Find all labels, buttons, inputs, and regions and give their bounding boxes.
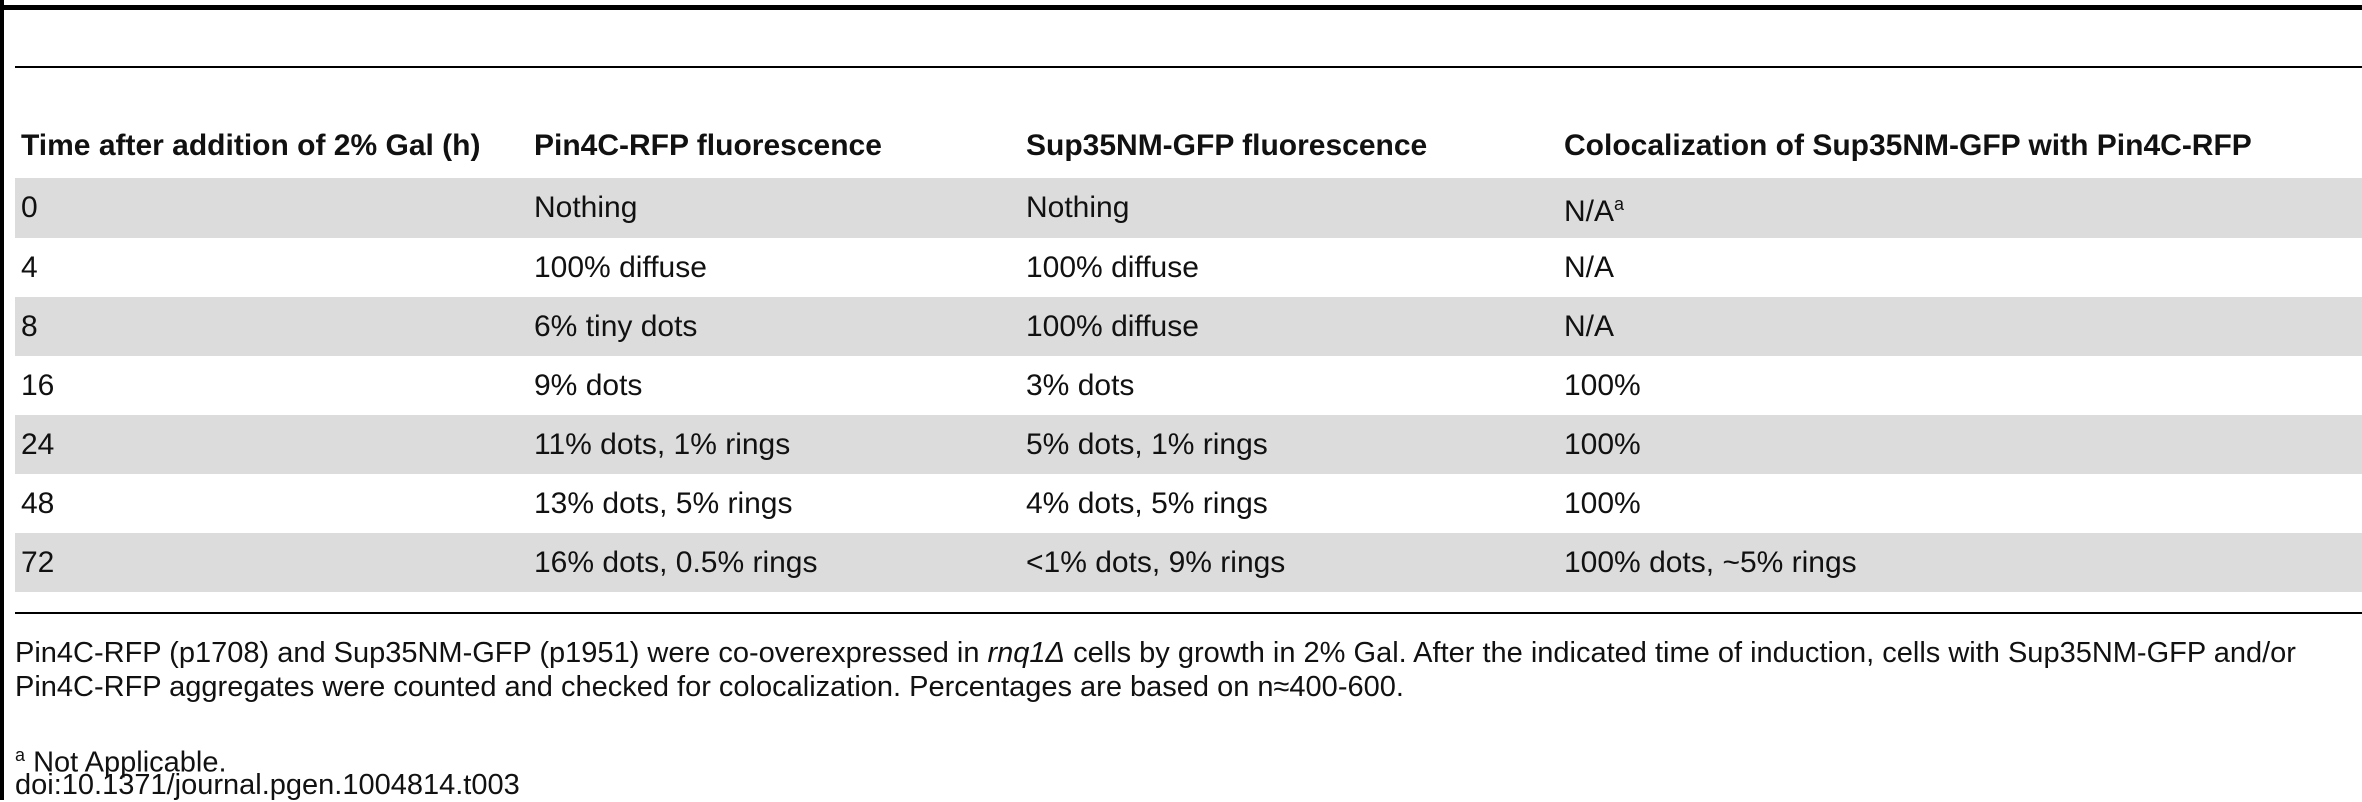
cell-pin4c: 6% tiny dots xyxy=(528,297,1020,356)
header-sup35nm: Sup35NM-GFP fluorescence xyxy=(1026,129,1428,162)
cell-time: 24 xyxy=(15,415,528,474)
footnote-part1: Pin4C-RFP (p1708) and Sup35NM-GFP (p1951… xyxy=(15,637,988,669)
cell-sup35nm: 3% dots xyxy=(1026,368,1135,402)
cell-colocalization: 100% xyxy=(1564,368,1641,402)
cell-sup35nm: <1% dots, 9% rings xyxy=(1020,533,1558,592)
cell-colocalization: 100% xyxy=(1564,486,1641,520)
header-time: Time after addition of 2% Gal (h) xyxy=(21,129,481,162)
table-row: 72 16% dots, 0.5% rings <1% dots, 9% rin… xyxy=(15,533,2362,592)
cell-pin4c: Nothing xyxy=(528,178,1020,238)
cell-time: 8 xyxy=(15,297,528,356)
note-marker: a xyxy=(15,745,26,765)
doi-label: doi:10.1371/journal.pgen.1004814.t003 xyxy=(15,769,520,801)
cell-sup35nm: 100% diffuse xyxy=(1026,250,1199,284)
cell-sup35nm: 100% diffuse xyxy=(1020,297,1558,356)
cell-pin4c: 16% dots, 0.5% rings xyxy=(528,533,1020,592)
cell-pin4c: 13% dots, 5% rings xyxy=(534,486,793,520)
table-row: 8 6% tiny dots 100% diffuse N/A xyxy=(15,297,2362,356)
gene-name: rnq1Δ xyxy=(987,637,1066,669)
cell-pin4c: 9% dots xyxy=(534,368,643,402)
cell-sup35nm: 4% dots, 5% rings xyxy=(1026,486,1268,520)
table-bottom-divider xyxy=(15,612,2362,614)
table-row: 16 9% dots 3% dots 100% xyxy=(15,356,2362,415)
table-row: 0 Nothing Nothing N/Aa xyxy=(15,178,2362,238)
cell-time: 16 xyxy=(21,368,55,402)
footnote-marker: a xyxy=(1614,194,1625,214)
cell-colocalization: 100% xyxy=(1558,415,2362,474)
cell-colocalization: 100% dots, ~5% rings xyxy=(1558,533,2362,592)
title-divider xyxy=(15,66,2362,68)
top-border xyxy=(0,5,2362,10)
cell-colocalization-text: N/A xyxy=(1564,195,1615,228)
results-table: Time after addition of 2% Gal (h) Pin4C-… xyxy=(15,80,2362,592)
footnote-text: Pin4C-RFP (p1708) and Sup35NM-GFP (p1951… xyxy=(15,636,2345,704)
note-text: Not Applicable. xyxy=(25,746,227,779)
header-row: Time after addition of 2% Gal (h) Pin4C-… xyxy=(15,80,2362,178)
table-row: 48 13% dots, 5% rings 4% dots, 5% rings … xyxy=(15,474,2362,533)
cell-colocalization: N/A xyxy=(1564,250,1615,284)
left-border xyxy=(0,0,4,800)
header-pin4c: Pin4C-RFP fluorescence xyxy=(534,129,882,162)
cell-colocalization: N/Aa xyxy=(1558,178,2362,238)
footnote-part2: cells by growth in 2% Gal. After the ind… xyxy=(15,637,2296,703)
table-row: 4 100% diffuse 100% diffuse N/A xyxy=(15,238,2362,297)
not-applicable-note: a Not Applicable. xyxy=(15,738,227,780)
cell-pin4c: 11% dots, 1% rings xyxy=(528,415,1020,474)
table-row: 24 11% dots, 1% rings 5% dots, 1% rings … xyxy=(15,415,2362,474)
table-footnote: Pin4C-RFP (p1708) and Sup35NM-GFP (p1951… xyxy=(15,636,2345,704)
cell-sup35nm: 5% dots, 1% rings xyxy=(1020,415,1558,474)
cell-time: 48 xyxy=(21,486,55,520)
cell-sup35nm: Nothing xyxy=(1020,178,1558,238)
cell-time: 72 xyxy=(15,533,528,592)
cell-colocalization: N/A xyxy=(1558,297,2362,356)
cell-pin4c: 100% diffuse xyxy=(534,250,707,284)
header-colocalization: Colocalization of Sup35NM-GFP with Pin4C… xyxy=(1564,129,2252,162)
cell-time: 0 xyxy=(15,178,528,238)
cell-time: 4 xyxy=(21,250,38,284)
